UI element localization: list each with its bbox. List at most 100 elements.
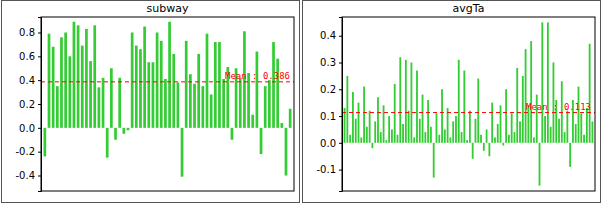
bar [206,34,209,128]
bar [276,59,279,128]
tick: 0.0 [320,138,342,149]
bar [385,140,387,143]
bar [122,128,125,134]
bar [541,22,543,142]
y-axis: -0.10.00.10.20.30.4 [316,18,342,192]
bar [222,79,225,128]
tick: 0.6 [19,51,41,62]
bar [372,143,374,148]
bar [575,124,577,143]
bar [52,47,55,128]
bar [285,128,288,176]
bar [377,97,379,143]
tick-label: 0.4 [19,75,35,86]
bar [185,41,188,128]
bar [444,129,446,142]
bar [48,34,51,128]
bar [118,78,121,128]
tick: -0.2 [15,146,41,157]
bar [399,57,401,143]
bar [522,76,524,143]
bar [583,135,585,143]
bar [256,52,259,128]
bar [156,32,159,127]
bar [514,132,516,143]
bar [355,119,357,143]
tick-mark [38,104,41,105]
bar [416,71,418,143]
bar [436,113,438,142]
bar [160,41,163,128]
tick-label: 0.2 [19,99,35,110]
bar [73,22,76,128]
mean-label: Mean : 0.113 [526,102,591,112]
bar [497,124,499,143]
tick-mark [38,32,41,33]
tick-label: -0.1 [316,164,336,175]
bar [486,129,488,142]
bar [458,60,460,143]
bar [449,137,451,142]
tick-mark [38,80,41,81]
bar [360,137,362,142]
bar [402,124,404,143]
bar [143,27,146,128]
tick: 0.8 [19,27,41,38]
bar [505,89,507,143]
bar [566,111,568,143]
mean-label: Mean : 0.386 [225,71,290,81]
bar [569,143,571,167]
bar [422,95,424,143]
bar [193,84,196,128]
tick-mark [339,170,342,171]
bar [93,25,96,127]
bar [544,116,546,143]
plot-area [41,22,294,177]
bar [550,127,552,143]
bar [455,116,457,143]
bar [106,128,109,158]
bar [89,61,92,128]
bar [98,87,101,128]
bar [247,73,250,128]
bar [547,22,549,142]
bar [578,87,580,143]
y-axis: -0.4 -0.2 0.0 0.2 0.4 0.6 0.8 [15,18,41,192]
bar [508,135,510,143]
bar [85,29,88,128]
tick: 0.4 [320,30,342,41]
bar [264,86,267,128]
bar [114,128,117,140]
tick-label: 0.8 [19,27,35,38]
bar [408,111,410,143]
tick-label: 0.0 [19,123,35,134]
tick-mark [339,36,342,37]
bar [383,105,385,142]
bar [60,37,63,128]
bar [147,62,150,128]
bar [405,60,407,143]
bar [152,62,155,128]
bar [268,80,271,128]
axis-line [339,18,343,192]
mean-line [41,81,294,82]
bar [488,143,490,156]
tick-mark [339,63,342,64]
bar [558,119,560,143]
tick: -0.4 [15,170,41,181]
bar [68,56,71,128]
bar [433,143,435,178]
tick-mark [38,56,41,57]
bar [218,42,221,128]
bar [466,140,468,143]
bar [469,111,471,143]
bar [251,115,254,128]
tick-mark [339,116,342,117]
bar [260,128,263,154]
figure: subway-0.4-0.20.00.20.40.60.8Mean : 0.38… [0,0,602,203]
bar [589,44,591,143]
tick: -0.1 [316,164,342,175]
bar [127,128,130,130]
bar [164,79,167,128]
bar [289,109,292,128]
